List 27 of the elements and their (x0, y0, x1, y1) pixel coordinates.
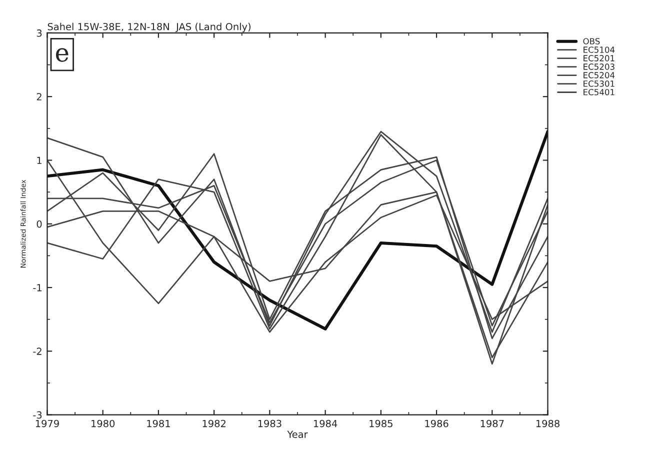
legend-label: EC5301 (584, 80, 614, 87)
x-tick-label: 1986 (425, 420, 448, 428)
legend-label: EC5104 (584, 46, 615, 53)
y-tick-label: -2 (33, 348, 42, 355)
y-tick-label: -1 (33, 284, 42, 292)
legend-label: EC5401 (584, 88, 614, 96)
legend-label: EC5204 (584, 72, 615, 78)
y-tick-label: 1 (37, 156, 42, 164)
x-tick-label: 1987 (480, 420, 504, 428)
x-tick-label: 1982 (202, 420, 226, 428)
chart-title: Sahel 15W-38E, 12N-18N JAS (Land Only) (48, 22, 250, 32)
x-tick-label: 1984 (314, 420, 338, 428)
y-tick-label: 0 (36, 220, 42, 228)
y-tick-label: -3 (33, 411, 42, 419)
x-tick-label: 1983 (258, 420, 282, 428)
legend-label: EC5203 (584, 64, 614, 70)
x-tick-label: 1979 (36, 420, 59, 428)
y-tick-label: 2 (36, 93, 42, 100)
x-tick-label: 1988 (536, 420, 560, 428)
x-tick-label: 1985 (370, 420, 392, 428)
legend-label: EC5201 (584, 55, 614, 62)
x-tick-label: 1981 (147, 420, 170, 428)
x-axis-title: Year (287, 430, 308, 438)
legend-label: OBS (583, 38, 600, 44)
y-tick-label: 3 (36, 29, 42, 37)
annotation: e (56, 48, 68, 62)
x-tick-label: 1980 (92, 420, 115, 428)
